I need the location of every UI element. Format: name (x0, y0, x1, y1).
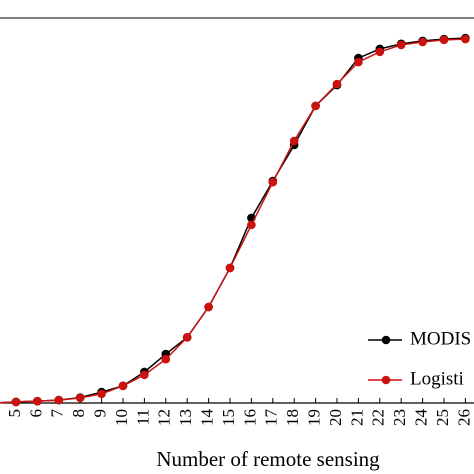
x-tick-label: 10 (112, 409, 131, 426)
x-tick-label: 11 (133, 409, 152, 425)
x-tick-label: 18 (283, 409, 302, 426)
x-tick-label: 20 (326, 409, 345, 426)
x-axis-label: Number of remote sensing (156, 447, 380, 471)
x-tick-label: 25 (433, 409, 452, 426)
point (354, 57, 363, 67)
point (204, 302, 213, 312)
x-tick-label: 16 (240, 409, 259, 426)
x-tick-label: 12 (155, 409, 174, 426)
point (439, 35, 449, 45)
point (75, 393, 85, 403)
point (54, 395, 64, 405)
x-tick-label: 8 (69, 409, 88, 418)
x-tick-label: 23 (390, 409, 409, 426)
legend-marker (381, 335, 391, 345)
legend-label: MODIS (410, 328, 471, 349)
point (97, 389, 106, 399)
x-tick-label: 17 (262, 409, 281, 427)
point (11, 397, 21, 407)
x-tick-label: 6 (26, 409, 45, 418)
x-tick-label: 7 (48, 409, 67, 418)
point (375, 47, 385, 57)
x-tick-label: 19 (305, 409, 324, 426)
x-tick-label: 4 (0, 409, 3, 418)
x-tick-label: 24 (412, 409, 431, 427)
x-tick-label: 9 (91, 409, 110, 418)
point (118, 381, 128, 391)
x-tick-label: 21 (347, 409, 366, 426)
point (140, 370, 149, 380)
legend-label: Logisti (410, 368, 464, 389)
point (247, 220, 256, 230)
x-tick-label: 15 (219, 409, 238, 426)
point (289, 136, 299, 146)
point (311, 101, 320, 111)
x-tick-label: 5 (5, 409, 24, 418)
point (418, 37, 427, 47)
point (182, 333, 192, 342)
point (332, 79, 342, 89)
point (161, 354, 171, 364)
point (461, 34, 470, 44)
point (268, 177, 278, 187)
point (33, 396, 42, 406)
x-tick-label: 13 (176, 409, 195, 426)
x-tick-label: 26 (454, 409, 473, 426)
x-tick-label: 14 (198, 409, 217, 427)
legend-marker (381, 375, 391, 385)
point (225, 263, 235, 273)
x-tick-label: 22 (369, 409, 388, 426)
point (396, 40, 406, 50)
